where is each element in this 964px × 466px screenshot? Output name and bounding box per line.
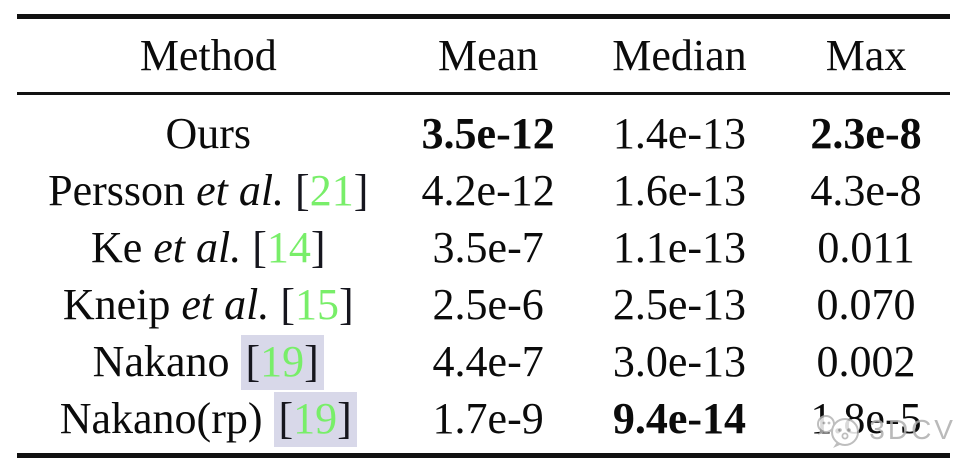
column-header-max: Max bbox=[782, 16, 950, 95]
median-cell: 1.1e-13 bbox=[612, 222, 746, 272]
method-cell: Nakano [19] bbox=[17, 333, 400, 390]
header-row: Method Mean Median Max bbox=[17, 16, 950, 95]
mean-cell: 4.4e-7 bbox=[432, 336, 544, 386]
median-cell: 3.0e-13 bbox=[612, 336, 746, 386]
citation-bracket: ] bbox=[337, 393, 352, 443]
citation-number: 15 bbox=[295, 279, 340, 329]
mean-cell: 2.5e-6 bbox=[432, 279, 544, 329]
results-table-wrap: Method Mean Median Max Ours 3.5e-12 1.4e-1… bbox=[17, 14, 950, 458]
median-cell: 1.6e-13 bbox=[612, 165, 746, 215]
table-header: Method Mean Median Max bbox=[17, 16, 950, 95]
max-cell: 0.011 bbox=[817, 222, 915, 272]
citation-bracket: [ bbox=[280, 279, 296, 329]
median-cell: 9.4e-14 bbox=[612, 393, 746, 443]
citation-bracket: [ bbox=[252, 222, 267, 272]
method-cell: Persson et al. [21] bbox=[17, 162, 400, 219]
method-etal: et al. bbox=[185, 165, 285, 215]
citation-number: 19 bbox=[260, 336, 305, 386]
citation-bracket: [ bbox=[245, 336, 261, 386]
median-cell: 2.5e-13 bbox=[612, 279, 746, 329]
table-row: Nakano [19] 4.4e-7 3.0e-13 0.002 bbox=[17, 333, 950, 390]
method-cell: Ours bbox=[17, 94, 400, 163]
method-cell: Ke et al. [14] bbox=[17, 219, 400, 276]
median-cell: 1.4e-13 bbox=[612, 108, 746, 158]
mean-cell: 4.2e-12 bbox=[421, 165, 555, 215]
citation-bracket: [ bbox=[278, 393, 294, 443]
citation-number: 19 bbox=[293, 393, 338, 443]
citation-link[interactable]: [19] bbox=[240, 334, 324, 390]
citation-bracket: ] bbox=[310, 222, 326, 272]
table-row: Persson et al. [21] 4.2e-12 1.6e-13 4.3e-8 bbox=[17, 162, 950, 219]
column-header-median: Median bbox=[576, 16, 783, 95]
table-body: Ours 3.5e-12 1.4e-13 2.3e-8 Persson et al. [… bbox=[17, 94, 950, 456]
citation-bracket: [ bbox=[295, 165, 310, 215]
column-header-method: Method bbox=[17, 16, 400, 95]
max-cell: 2.3e-8 bbox=[810, 108, 922, 158]
max-cell: 1.8e-5 bbox=[810, 393, 922, 443]
citation-bracket: ] bbox=[339, 279, 354, 329]
table-row: Kneip et al. [15] 2.5e-6 2.5e-13 0.070 bbox=[17, 276, 950, 333]
max-cell: 0.002 bbox=[816, 336, 916, 386]
citation-link[interactable]: [19] bbox=[273, 391, 357, 447]
method-name: Nakano(rp) bbox=[59, 393, 263, 443]
mean-cell: 3.5e-7 bbox=[432, 222, 544, 272]
citation-number: 21 bbox=[309, 165, 354, 215]
citation-link[interactable]: [14] bbox=[252, 223, 325, 272]
citation-bracket: ] bbox=[304, 336, 319, 386]
method-name: Ours bbox=[165, 108, 252, 158]
mean-cell: 3.5e-12 bbox=[421, 108, 555, 158]
method-cell: Kneip et al. [15] bbox=[17, 276, 400, 333]
method-name: Ke bbox=[90, 222, 143, 272]
method-name: Persson bbox=[48, 165, 186, 215]
table-row: Ours 3.5e-12 1.4e-13 2.3e-8 bbox=[17, 94, 950, 163]
method-cell: Nakano(rp) [19] bbox=[17, 390, 400, 456]
column-header-mean: Mean bbox=[399, 16, 577, 95]
method-etal: et al. bbox=[142, 222, 242, 272]
table-row: Ke et al. [14] 3.5e-7 1.1e-13 0.011 bbox=[17, 219, 950, 276]
results-table: Method Mean Median Max Ours 3.5e-12 1.4e-1… bbox=[17, 14, 950, 458]
method-etal: et al. bbox=[170, 279, 270, 329]
citation-link[interactable]: [21] bbox=[295, 166, 368, 215]
max-cell: 0.070 bbox=[816, 279, 916, 329]
table-row: Nakano(rp) [19] 1.7e-9 9.4e-14 1.8e-5 bbox=[17, 390, 950, 456]
method-name: Kneip bbox=[62, 279, 171, 329]
max-cell: 4.3e-8 bbox=[810, 165, 922, 215]
citation-link[interactable]: [15] bbox=[280, 280, 353, 329]
method-name: Nakano bbox=[92, 336, 230, 386]
citation-number: 14 bbox=[266, 222, 311, 272]
mean-cell: 1.7e-9 bbox=[432, 393, 544, 443]
citation-bracket: ] bbox=[353, 165, 369, 215]
